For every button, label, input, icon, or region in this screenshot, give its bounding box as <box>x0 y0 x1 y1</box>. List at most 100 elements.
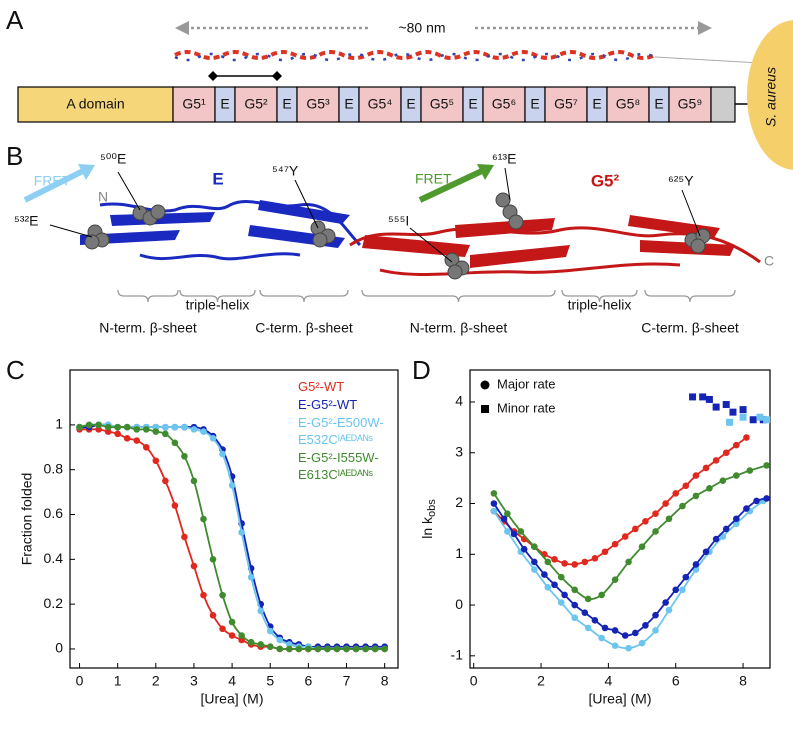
domain-label: G5² <box>244 96 268 112</box>
data-point <box>123 423 131 431</box>
data-point <box>642 517 649 525</box>
data-point <box>749 416 757 424</box>
data-point <box>702 548 710 556</box>
data-point <box>551 581 558 589</box>
data-point <box>652 528 659 535</box>
data-point <box>162 423 169 431</box>
x-tick-label: 0 <box>470 673 478 689</box>
x-tick-label: 4 <box>604 673 612 689</box>
domain <box>420 86 464 123</box>
data-point <box>601 548 609 556</box>
series-line <box>493 500 764 650</box>
y-tick-label: 3 <box>455 443 463 459</box>
data-point <box>362 645 369 653</box>
data-point <box>190 426 198 433</box>
data-point <box>500 515 508 523</box>
residue-spheres <box>84 192 711 280</box>
x-axis-label: [Urea] (M) <box>589 691 652 707</box>
data-point <box>672 490 680 497</box>
terminus-label: N <box>98 189 108 205</box>
data-point <box>228 632 236 639</box>
data-point <box>371 645 379 653</box>
residue-label: ⁵⁰⁰E <box>100 151 126 167</box>
data-point <box>611 540 619 548</box>
data-point <box>743 434 750 441</box>
data-point <box>662 599 669 606</box>
data-point <box>228 618 236 626</box>
data-point <box>200 515 207 523</box>
y-tick-label: 0.4 <box>44 550 64 566</box>
brace <box>117 289 179 303</box>
region-label: C-term. β-sheet <box>255 320 353 336</box>
data-point <box>712 535 720 543</box>
data-point <box>343 645 350 653</box>
data-point <box>719 477 727 484</box>
data-point <box>228 482 236 489</box>
x-tick-label: 2 <box>537 673 545 689</box>
data-point <box>652 611 659 619</box>
data-point <box>702 464 710 472</box>
data-point <box>561 560 568 567</box>
data-point <box>142 426 150 433</box>
data-point <box>722 525 730 533</box>
data-point <box>305 645 312 653</box>
data-point <box>219 450 226 458</box>
data-point <box>679 502 686 510</box>
data-point <box>598 591 605 599</box>
data-point <box>551 556 558 563</box>
data-point <box>665 515 673 523</box>
data-point <box>181 533 188 541</box>
residue-label: ⁵⁴⁷Y <box>272 163 299 179</box>
data-point <box>739 413 747 421</box>
y-tick-label: 0.8 <box>44 460 64 476</box>
data-point <box>561 591 568 599</box>
data-point <box>763 416 771 424</box>
y-tick-label: 1 <box>455 545 463 561</box>
brace <box>644 289 736 303</box>
fret-label: FRET <box>34 173 71 189</box>
x-tick-label: 0 <box>76 673 84 689</box>
data-point <box>490 507 498 515</box>
residue-label: ⁶¹³E <box>492 151 516 167</box>
data-point <box>733 472 740 479</box>
data-point <box>531 566 538 573</box>
data-point <box>490 490 498 497</box>
brace <box>361 289 556 303</box>
domain-label: E <box>406 96 415 112</box>
data-point <box>209 556 217 563</box>
legend: G5²-WT E-G5²-WT E-G5²-E500W-E532Cᴵᴬᴱᴰᴬᴺˢ E-… <box>298 378 408 484</box>
domain-label: E <box>654 96 663 112</box>
legend-entry: E-G5²-WT <box>298 397 358 412</box>
residue-label: ⁵⁵⁵I <box>388 213 409 229</box>
domain <box>482 86 526 123</box>
data-point <box>581 558 589 566</box>
legend-entry: G5²-WT <box>298 379 345 394</box>
data-point <box>682 573 690 581</box>
data-point <box>706 484 713 492</box>
data-point <box>571 614 579 622</box>
domain <box>234 86 278 123</box>
data-point <box>632 629 639 637</box>
residue-label: ⁶²⁵Y <box>668 173 694 189</box>
x-tick-label: 1 <box>114 673 122 689</box>
data-point <box>162 477 169 485</box>
fret-arrows <box>23 164 494 203</box>
data-point <box>352 645 360 653</box>
data-point <box>584 595 592 603</box>
data-point <box>200 428 207 435</box>
y-axis-label: Fraction folded <box>19 473 35 566</box>
data-point <box>621 632 629 639</box>
data-point <box>517 528 525 535</box>
data-point <box>181 452 188 460</box>
x-tick-label: 5 <box>266 673 274 689</box>
data-point <box>510 530 518 538</box>
x-tick-label: 8 <box>739 673 747 689</box>
domain-label: E <box>530 96 539 112</box>
data-point <box>541 571 548 578</box>
domain-label: E <box>212 169 223 188</box>
residue-label: ⁵³²E <box>14 213 38 229</box>
data-point <box>712 403 720 411</box>
data-point <box>625 558 632 566</box>
